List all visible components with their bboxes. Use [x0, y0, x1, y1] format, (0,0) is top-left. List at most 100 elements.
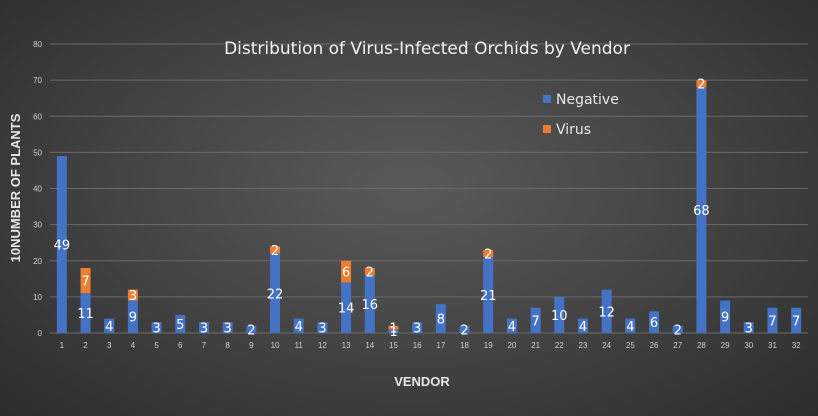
bar-negative-27 [672, 325, 683, 333]
bar-negative-2 [80, 293, 91, 333]
bar-negative-4 [127, 300, 138, 333]
data-label-negative-13: 14 [338, 302, 355, 317]
x-tick-label: 1 [60, 341, 65, 350]
x-tick-label: 29 [721, 341, 730, 350]
x-tick-label: 7 [202, 341, 207, 350]
y-tick-label: 80 [33, 40, 42, 49]
bar-virus-2 [80, 267, 91, 294]
data-label-negative-8: 3 [224, 322, 232, 337]
bar-virus-13 [341, 260, 352, 283]
x-tick-label: 23 [579, 341, 588, 350]
x-tick-label: 13 [342, 341, 351, 350]
x-tick-label: 32 [792, 341, 801, 350]
bar-negative-10 [270, 253, 281, 333]
gridlines [50, 43, 808, 334]
bar-negative-28 [696, 87, 707, 333]
legend: Negative Virus [543, 92, 619, 138]
x-tick-label: 18 [460, 341, 469, 350]
y-axis-title: 10NUMBER OF PLANTS [8, 113, 23, 262]
data-label-negative-6: 5 [176, 318, 184, 333]
bar-negative-32 [791, 307, 802, 333]
bar-negative-6 [175, 314, 186, 333]
data-label-virus-4: 3 [129, 289, 137, 304]
x-tick-label: 10 [271, 341, 280, 350]
data-label-negative-14: 16 [362, 298, 379, 313]
y-tick-label: 70 [33, 76, 42, 85]
data-label-negative-10: 22 [267, 287, 284, 302]
bar-virus-14 [364, 267, 375, 276]
bar-negative-24 [601, 289, 612, 333]
bar-negative-13 [341, 282, 352, 333]
x-tick-label: 28 [697, 341, 706, 350]
data-label-negative-21: 7 [531, 314, 539, 329]
x-tick-label: 15 [389, 341, 398, 350]
bar-negative-18 [459, 325, 470, 333]
bar-negative-7 [198, 322, 209, 333]
data-label-negative-32: 7 [792, 314, 800, 329]
y-tick-label: 10 [33, 293, 42, 302]
bar-negative-3 [104, 318, 115, 333]
data-label-negative-27: 2 [674, 323, 682, 338]
data-label-negative-3: 4 [105, 320, 113, 335]
data-label-negative-16: 3 [413, 322, 421, 337]
bar-negative-22 [554, 296, 565, 333]
y-tick-label: 0 [38, 329, 43, 338]
data-label-negative-25: 4 [626, 320, 634, 335]
data-label-negative-20: 4 [508, 320, 516, 335]
x-tick-label: 2 [83, 341, 88, 350]
x-axis-ticks: 1 2 3 4 5 6 7 8 9 10 11 12 13 14 15 16 17 18 19 20 21 22 23 24 2… [60, 341, 802, 350]
data-label-negative-9: 2 [247, 323, 255, 338]
data-label-virus-19: 2 [484, 248, 492, 263]
bar-negative-17 [435, 304, 446, 333]
x-tick-label: 4 [131, 341, 136, 350]
x-tick-label: 3 [107, 341, 112, 350]
x-tick-label: 8 [225, 341, 230, 350]
data-label-negative-17: 8 [437, 313, 445, 328]
bar-negative-12 [317, 322, 328, 333]
x-tick-label: 20 [507, 341, 516, 350]
x-tick-label: 19 [484, 341, 493, 350]
bars [56, 80, 802, 333]
bar-negative-8 [222, 322, 233, 333]
bar-negative-15 [388, 329, 399, 333]
x-tick-label: 16 [413, 341, 422, 350]
x-tick-label: 24 [602, 341, 611, 350]
legend-label-negative: Negative [556, 92, 619, 108]
bar-negative-19 [483, 257, 494, 333]
x-tick-label: 12 [318, 341, 327, 350]
data-label-negative-2: 11 [77, 307, 94, 322]
bar-negative-5 [151, 322, 162, 333]
data-label-negative-1: 49 [54, 238, 71, 253]
bar-virus-10 [270, 246, 281, 254]
data-label-negative-30: 3 [745, 322, 753, 337]
data-label-negative-11: 4 [295, 320, 303, 335]
x-tick-label: 22 [555, 341, 564, 350]
data-label-negative-22: 10 [551, 309, 568, 324]
data-label-negative-24: 12 [598, 305, 615, 320]
y-tick-label: 40 [33, 185, 42, 194]
bar-virus-15 [388, 325, 399, 330]
x-tick-label: 17 [436, 341, 445, 350]
data-label-virus-28: 2 [697, 78, 705, 93]
x-tick-label: 6 [178, 341, 183, 350]
x-tick-label: 21 [531, 341, 540, 350]
x-tick-label: 5 [154, 341, 159, 350]
x-tick-label: 25 [626, 341, 635, 350]
data-label-negative-5: 3 [152, 322, 160, 337]
data-label-virus-14: 2 [366, 266, 374, 281]
bar-negative-26 [649, 311, 660, 333]
bar-negative-25 [625, 318, 636, 333]
data-label-negative-29: 9 [721, 311, 729, 326]
x-tick-label: 9 [249, 341, 254, 350]
x-tick-label: 31 [768, 341, 777, 350]
data-label-virus-10: 2 [271, 244, 279, 259]
bar-negative-9 [246, 325, 257, 333]
bar-negative-31 [767, 307, 778, 333]
data-label-negative-4: 9 [129, 311, 137, 326]
y-tick-label: 60 [33, 112, 42, 121]
legend-swatch-virus [543, 125, 551, 133]
data-label-virus-15: 1 [389, 322, 397, 337]
